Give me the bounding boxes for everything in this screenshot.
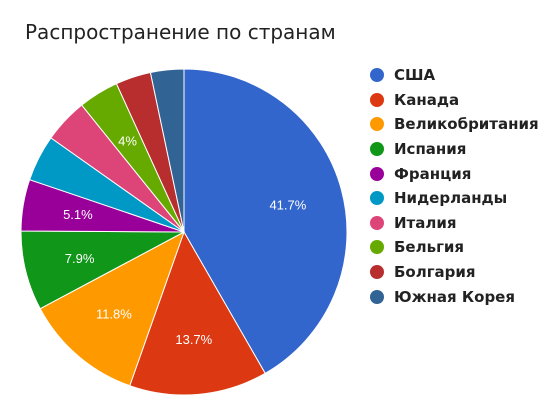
legend-item[interactable]: Южная Корея xyxy=(370,284,539,309)
legend-label: Нидерланды xyxy=(394,189,508,208)
pie-slice-1[interactable] xyxy=(183,68,348,375)
slice-data-label: 41.7% xyxy=(269,197,306,212)
chart-legend: США Канада Великобритания Испания Франция Нид… xyxy=(370,63,539,309)
legend-color-dot xyxy=(370,166,384,181)
legend-color-dot xyxy=(370,215,384,230)
legend-label: США xyxy=(394,66,436,85)
legend-label: Канада xyxy=(394,90,460,109)
legend-label: Испания xyxy=(394,140,467,159)
legend-color-dot xyxy=(370,92,384,107)
legend-color-dot xyxy=(370,191,384,206)
pie-slice-3[interactable] xyxy=(39,230,185,387)
legend-label: Великобритания xyxy=(394,115,539,134)
legend-item[interactable]: Испания xyxy=(370,137,539,162)
legend-label: Южная Корея xyxy=(394,287,515,306)
slice-data-label: 7.9% xyxy=(65,251,95,266)
legend-color-dot xyxy=(370,265,384,280)
legend-color-dot xyxy=(370,117,384,132)
legend-item[interactable]: США xyxy=(370,63,539,88)
legend-item[interactable]: Франция xyxy=(370,161,539,186)
slice-data-label: 11.8% xyxy=(96,307,132,322)
legend-item[interactable]: Италия xyxy=(370,211,539,236)
legend-color-dot xyxy=(370,240,384,255)
legend-label: Франция xyxy=(394,164,472,183)
pie-slice-2[interactable] xyxy=(129,230,266,396)
legend-label: Бельгия xyxy=(394,238,465,257)
pie-slice-10[interactable] xyxy=(149,68,185,233)
legend-color-dot xyxy=(370,142,384,157)
legend-label: Болгария xyxy=(394,263,476,282)
legend-item[interactable]: Бельгия xyxy=(370,235,539,260)
slice-data-label: 5.1% xyxy=(63,207,93,222)
chart-title: Распространение по странам xyxy=(25,20,336,44)
legend-color-dot xyxy=(370,68,384,83)
legend-item[interactable]: Нидерланды xyxy=(370,186,539,211)
legend-color-dot xyxy=(370,289,384,304)
slice-data-label: 13.7% xyxy=(175,332,212,347)
legend-item[interactable]: Великобритания xyxy=(370,112,539,137)
legend-label: Италия xyxy=(394,213,457,232)
legend-item[interactable]: Канада xyxy=(370,88,539,113)
slice-data-label: 4% xyxy=(118,134,137,149)
legend-item[interactable]: Болгария xyxy=(370,260,539,285)
